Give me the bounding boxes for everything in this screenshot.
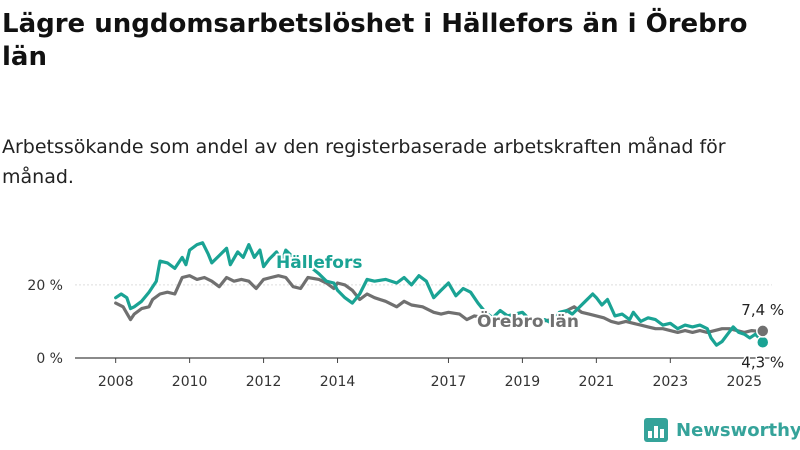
series-label: Örebro län [477, 310, 579, 332]
x-tick-label: 2023 [652, 374, 688, 390]
series-end-point [756, 324, 770, 338]
series-line-orebro-lan [114, 274, 765, 334]
chart-subtitle: Arbetssökande som andel av den registerb… [2, 136, 726, 188]
x-tick-label: 2019 [505, 374, 541, 390]
x-tick-label: 2021 [579, 374, 615, 390]
series-label: Hällefors [276, 253, 362, 273]
series-end-value-label: 4,3 % [741, 353, 784, 371]
x-tick-label: 2014 [320, 374, 356, 390]
chart-title: Lägre ungdomsarbetslöshet i Hällefors än… [2, 9, 748, 72]
x-tick-label: 2025 [726, 374, 762, 390]
series-line-hallefors [114, 241, 765, 347]
brand-name: Newsworthy [676, 419, 800, 441]
x-tick-label: 2017 [431, 374, 467, 390]
x-tick-label: 2010 [172, 374, 208, 390]
x-tick-label: 2012 [246, 374, 282, 390]
bar-chart-logo-icon [644, 418, 668, 442]
x-tick-label: 2008 [98, 374, 134, 390]
brand: Newsworthy [644, 418, 800, 442]
y-tick-label: 20 % [27, 278, 63, 294]
series-end-value-label: 7,4 % [741, 301, 784, 319]
series-end-point [756, 335, 770, 350]
y-tick-label: 0 % [36, 351, 63, 367]
